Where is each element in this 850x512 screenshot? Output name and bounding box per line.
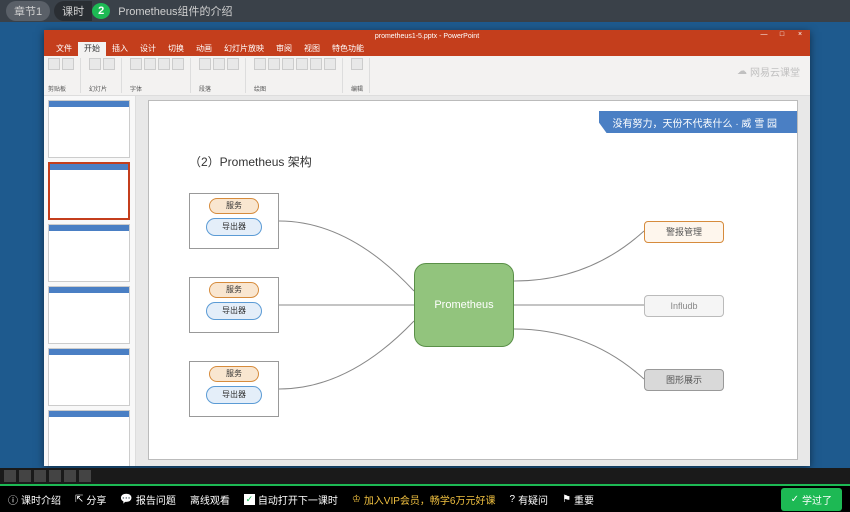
ribbon-tabs: 文件开始插入设计切换动画幻灯片放映审阅视图特色功能: [44, 42, 810, 56]
taskbar-app-icon[interactable]: [64, 470, 76, 482]
crown-icon: ♔: [352, 494, 361, 505]
service-group-2: 服务导出器: [189, 361, 279, 417]
exporter-node: 导出器: [206, 218, 262, 236]
ribbon-tab-6[interactable]: 幻灯片放映: [218, 41, 270, 56]
lesson-badge[interactable]: 课时: [54, 1, 92, 21]
desktop-area: prometheus1-5.pptx - PowerPoint — □ × 文件…: [0, 22, 850, 484]
question-icon: ?: [510, 494, 516, 505]
ribbon-group-paragraph[interactable]: 段落: [199, 58, 246, 93]
important-button[interactable]: ⚑重要: [562, 492, 594, 507]
ribbon-tab-2[interactable]: 插入: [106, 41, 134, 56]
ribbon-group-slides[interactable]: 幻灯片: [89, 58, 122, 93]
ribbon-tab-8[interactable]: 视图: [298, 41, 326, 56]
output-node-0: 警报管理: [644, 221, 724, 243]
quick-access-toolbar[interactable]: [48, 32, 78, 40]
service-node: 服务: [209, 198, 259, 214]
service-node: 服务: [209, 282, 259, 298]
question-button[interactable]: ?有疑问: [510, 492, 549, 507]
player-bottom-bar: ⓘ课时介绍 ⇱分享 💬报告问题 离线观看 ✓自动打开下一课时 ♔加入VIP会员，…: [0, 484, 850, 512]
taskbar-app-icon[interactable]: [79, 470, 91, 482]
thumb-1[interactable]: [48, 100, 130, 158]
vip-button[interactable]: ♔加入VIP会员，畅学6万元好课: [352, 492, 496, 507]
ppt-body: 没有努力，天份不代表什么 · 威 雪 园 （2）Prometheus 架构 服务…: [44, 96, 810, 466]
service-group-0: 服务导出器: [189, 193, 279, 249]
ribbon-tab-7[interactable]: 审阅: [270, 41, 298, 56]
ribbon-tab-0[interactable]: 文件: [50, 41, 78, 56]
taskbar-app-icon[interactable]: [34, 470, 46, 482]
powerpoint-window: prometheus1-5.pptx - PowerPoint — □ × 文件…: [44, 30, 810, 466]
ribbon-tab-3[interactable]: 设计: [134, 41, 162, 56]
service-node: 服务: [209, 366, 259, 382]
thumb-4[interactable]: [48, 286, 130, 344]
ribbon: 剪贴板 幻灯片 字体 段落 绘图 编辑 ☁: [44, 56, 810, 96]
flag-icon: ⚑: [562, 494, 571, 505]
ribbon-tab-4[interactable]: 切换: [162, 41, 190, 56]
architecture-diagram: 服务导出器服务导出器服务导出器 Prometheus 警报管理Infludb图形…: [189, 181, 759, 441]
cloud-icon: ☁: [737, 66, 747, 77]
share-button[interactable]: ⇱分享: [75, 492, 106, 507]
chapter-badge[interactable]: 章节1: [6, 1, 50, 21]
checkbox-icon[interactable]: ✓: [244, 494, 255, 505]
report-button[interactable]: 💬报告问题: [120, 492, 175, 507]
maximize-icon[interactable]: □: [774, 31, 790, 41]
thumb-3[interactable]: [48, 224, 130, 282]
course-top-bar: 章节1 课时 2 Prometheus组件的介绍: [0, 0, 850, 22]
minimize-icon[interactable]: —: [756, 31, 772, 41]
ribbon-tab-9[interactable]: 特色功能: [326, 41, 370, 56]
ribbon-group-clipboard[interactable]: 剪贴板: [48, 58, 81, 93]
window-controls: — □ ×: [756, 31, 808, 41]
ribbon-tab-1[interactable]: 开始: [78, 41, 106, 56]
lesson-title: Prometheus组件的介绍: [118, 3, 232, 19]
taskbar-app-icon[interactable]: [49, 470, 61, 482]
slide-thumbnails[interactable]: [44, 96, 136, 466]
ribbon-group-font[interactable]: 字体: [130, 58, 191, 93]
thumb-5[interactable]: [48, 348, 130, 406]
ribbon-group-drawing[interactable]: 绘图: [254, 58, 343, 93]
chat-icon: 💬: [120, 494, 132, 505]
lesson-intro-button[interactable]: ⓘ课时介绍: [8, 492, 61, 507]
ribbon-tab-5[interactable]: 动画: [190, 41, 218, 56]
current-slide[interactable]: 没有努力，天份不代表什么 · 威 雪 园 （2）Prometheus 架构 服务…: [148, 100, 798, 460]
check-icon: ✓: [791, 494, 799, 505]
taskbar-app-icon[interactable]: [19, 470, 31, 482]
close-icon[interactable]: ×: [792, 31, 808, 41]
done-button[interactable]: ✓学过了: [781, 488, 842, 511]
autonext-toggle[interactable]: ✓自动打开下一课时: [244, 492, 338, 507]
lesson-number: 2: [92, 3, 110, 19]
windows-taskbar[interactable]: [0, 468, 850, 484]
watermark-logo: ☁ 网易云课堂: [737, 64, 800, 79]
thumb-6[interactable]: [48, 410, 130, 466]
redo-icon[interactable]: [70, 32, 78, 40]
thumb-2[interactable]: [48, 162, 130, 220]
service-group-1: 服务导出器: [189, 277, 279, 333]
undo-icon[interactable]: [59, 32, 67, 40]
offline-button[interactable]: 离线观看: [190, 492, 230, 507]
output-node-2: 图形展示: [644, 369, 724, 391]
share-icon: ⇱: [75, 494, 83, 505]
slide-title: （2）Prometheus 架构: [189, 153, 312, 170]
exporter-node: 导出器: [206, 302, 262, 320]
start-icon[interactable]: [4, 470, 16, 482]
slide-area: 没有努力，天份不代表什么 · 威 雪 园 （2）Prometheus 架构 服务…: [136, 96, 810, 466]
ppt-titlebar: prometheus1-5.pptx - PowerPoint — □ ×: [44, 30, 810, 42]
ppt-filename: prometheus1-5.pptx - PowerPoint: [375, 33, 479, 40]
ribbon-group-editing[interactable]: 编辑: [351, 58, 370, 93]
prometheus-node: Prometheus: [414, 263, 514, 347]
exporter-node: 导出器: [206, 386, 262, 404]
slide-banner: 没有努力，天份不代表什么 · 威 雪 园: [599, 111, 797, 133]
info-icon: ⓘ: [8, 492, 18, 507]
output-node-1: Infludb: [644, 295, 724, 317]
save-icon[interactable]: [48, 32, 56, 40]
